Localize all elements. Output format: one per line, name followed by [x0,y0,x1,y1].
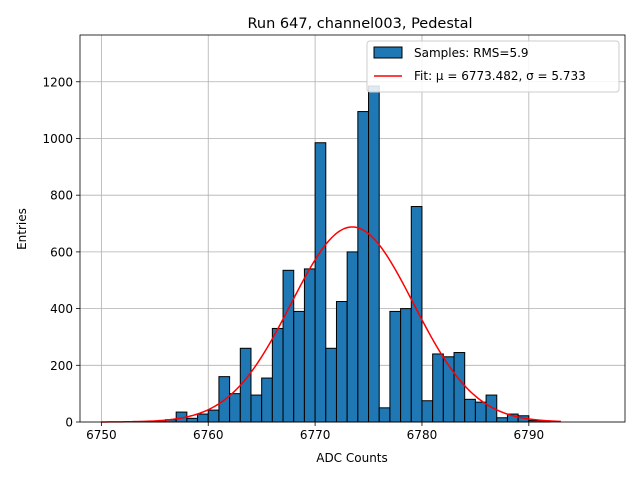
x-tick-label: 6760 [193,428,224,442]
histogram-bar [453,352,466,423]
histogram-bar [261,377,273,423]
histogram-bar [197,413,209,423]
histogram-bar [410,206,423,423]
y-axis-ticks: 0 200 400 600 800 1000 1200 [42,75,80,430]
histogram-bar [314,142,327,423]
histogram-bar [368,85,380,423]
x-tick-label: 6790 [514,428,545,442]
y-axis-label: Entries [15,208,29,250]
y-tick-label: 800 [50,189,73,203]
histogram-bar [229,393,241,423]
plot-frame [79,34,626,423]
x-axis-label: ADC Counts [316,451,388,465]
fit-curve [101,226,561,423]
legend-fit-label: Fit: μ = 6773.482, σ = 5.733 [414,69,586,83]
histogram-bar [400,308,412,423]
x-axis-ticks: 6750 6760 6770 6780 6790 [86,422,544,442]
histogram-bar [325,347,337,423]
histogram-bar [282,269,295,423]
histogram-bar [464,398,476,423]
y-tick-label: 200 [50,359,73,373]
legend-samples-swatch [373,46,403,59]
histogram-bar [250,394,263,423]
histogram-bar [346,251,359,423]
legend: Samples: RMS=5.9 Fit: μ = 6773.482, σ = … [366,40,620,93]
x-tick-label: 6780 [407,428,438,442]
y-tick-label: 1200 [42,75,73,89]
chart-title: Run 647, channel003, Pedestal [247,16,472,32]
y-tick-label: 600 [50,245,73,259]
histogram-bar [421,400,434,423]
y-tick-label: 400 [50,302,73,316]
legend-box [366,40,620,93]
y-tick-label: 1000 [42,132,73,146]
histogram-bar [239,347,252,423]
histogram-bar [207,409,220,423]
histogram-bar [303,268,316,423]
histogram-bar [271,327,284,423]
histogram-bar [335,301,348,423]
legend-samples-label: Samples: RMS=5.9 [414,46,529,60]
histogram-bar [474,401,487,423]
histogram-bar [293,310,305,423]
x-tick-label: 6750 [86,428,117,442]
histogram-bar [186,417,199,423]
y-tick-label: 0 [65,416,73,430]
histogram-bar [432,353,444,423]
x-tick-label: 6770 [300,428,331,442]
histogram-bar [496,417,508,423]
histogram-bar [378,407,391,423]
histogram-bars [132,85,551,423]
histogram-bar [357,111,370,423]
histogram-bar [389,310,402,423]
